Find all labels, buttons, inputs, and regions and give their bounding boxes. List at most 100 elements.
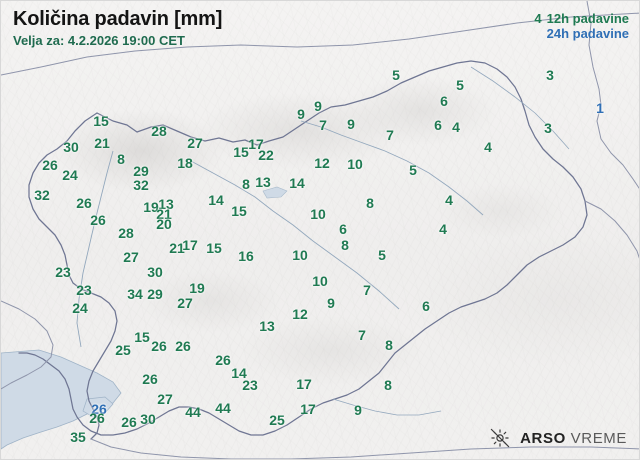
station-value: 10 [347,156,363,172]
station-value: 21 [156,206,172,222]
station-value: 21 [169,240,185,256]
station-value: 13 [158,196,174,212]
station-value: 25 [269,412,285,428]
valid-time-subtitle: Velja za: 4.2.2026 19:00 CET [13,33,185,48]
river-soca [76,150,114,348]
station-value: 17 [300,401,316,417]
station-value: 27 [123,249,139,265]
station-value: 14 [231,365,247,381]
sea-inlet [82,396,114,418]
station-value: 8 [242,176,250,192]
station-value: 23 [55,264,71,280]
station-value: 26 [76,195,92,211]
station-value: 4 [452,119,460,135]
legend-item-24h: 24h padavine [534,26,629,41]
station-value: 9 [314,98,322,114]
station-value: 15 [233,144,249,160]
station-value: 23 [76,282,92,298]
station-value: 5 [409,162,417,178]
station-value: 8 [385,337,393,353]
brand-name-vreme: VREME [570,429,627,447]
station-value: 30 [140,411,156,427]
station-value: 28 [151,123,167,139]
station-value: 17 [182,237,198,253]
station-value: 8 [384,377,392,393]
station-value: 19 [189,280,205,296]
lake-cerknica [262,186,288,199]
station-value: 35 [70,429,86,445]
station-value: 8 [366,195,374,211]
border-austria-north [1,12,639,76]
station-value: 30 [63,139,79,155]
border-croatia-south [90,438,639,459]
station-value: 27 [177,295,193,311]
station-value: 7 [363,282,371,298]
station-value: 13 [255,174,271,190]
station-value: 32 [133,177,149,193]
station-value: 3 [546,67,554,83]
station-value: 4 [484,139,492,155]
station-value: 8 [341,237,349,253]
station-value: 44 [215,400,231,416]
brand-name-arso: ARSO [520,429,566,447]
station-value: 25 [115,342,131,358]
station-value: 4 [445,192,453,208]
station-value: 20 [156,216,172,232]
legend-sample-value: 4 [534,11,542,26]
station-value: 17 [296,376,312,392]
station-value: 30 [147,264,163,280]
station-value: 24 [62,167,78,183]
station-value: 5 [456,77,464,93]
legend-item-12h: 4 12h padavine [534,11,629,26]
legend-label-24h: 24h padavine [546,26,629,41]
station-value: 9 [347,116,355,132]
station-value: 15 [93,113,109,129]
station-value: 10 [292,247,308,263]
station-value: 10 [310,206,326,222]
station-value: 16 [238,248,254,264]
station-value: 9 [297,106,305,122]
station-value: 9 [327,295,335,311]
river-sava [190,160,400,310]
station-value: 7 [358,327,366,343]
national-border [18,60,588,436]
station-value: 26 [90,212,106,228]
border-italy-southwest [1,300,54,390]
station-value: 13 [259,318,275,334]
station-value: 22 [258,147,274,163]
border-hungary-east [586,1,639,189]
sun-cloud-icon [490,428,510,448]
station-value: 28 [118,225,134,241]
station-value: 14 [208,192,224,208]
legend-label-12h: 12h padavine [546,11,629,26]
station-value: 44 [185,404,201,420]
station-value: 12 [314,155,330,171]
station-value: 27 [157,391,173,407]
station-value: 15 [231,203,247,219]
legend: 4 12h padavine 24h padavine [534,11,629,41]
station-value: 12 [292,306,308,322]
page-title: Količina padavin [mm] [13,8,223,30]
station-value: 15 [206,240,222,256]
station-value: 3 [544,120,552,136]
brand-text: ARSO VREME [520,430,627,447]
station-value: 24 [72,300,88,316]
station-value: 7 [386,127,394,143]
border-croatia-southeast [584,200,639,259]
station-value: 5 [378,247,386,263]
arso-vreme-brand: ARSO VREME [489,427,627,449]
station-value: 29 [147,286,163,302]
station-value: 23 [242,377,258,393]
station-value: 32 [34,187,50,203]
station-value: 4 [439,221,447,237]
station-value: 18 [177,155,193,171]
station-value: 34 [127,286,143,302]
station-value: 15 [134,329,150,345]
station-value: 26 [42,157,58,173]
station-value: 6 [434,117,442,133]
station-value: 26 [91,401,107,417]
station-value: 27 [187,135,203,151]
station-value: 14 [289,175,305,191]
station-value: 26 [175,338,191,354]
